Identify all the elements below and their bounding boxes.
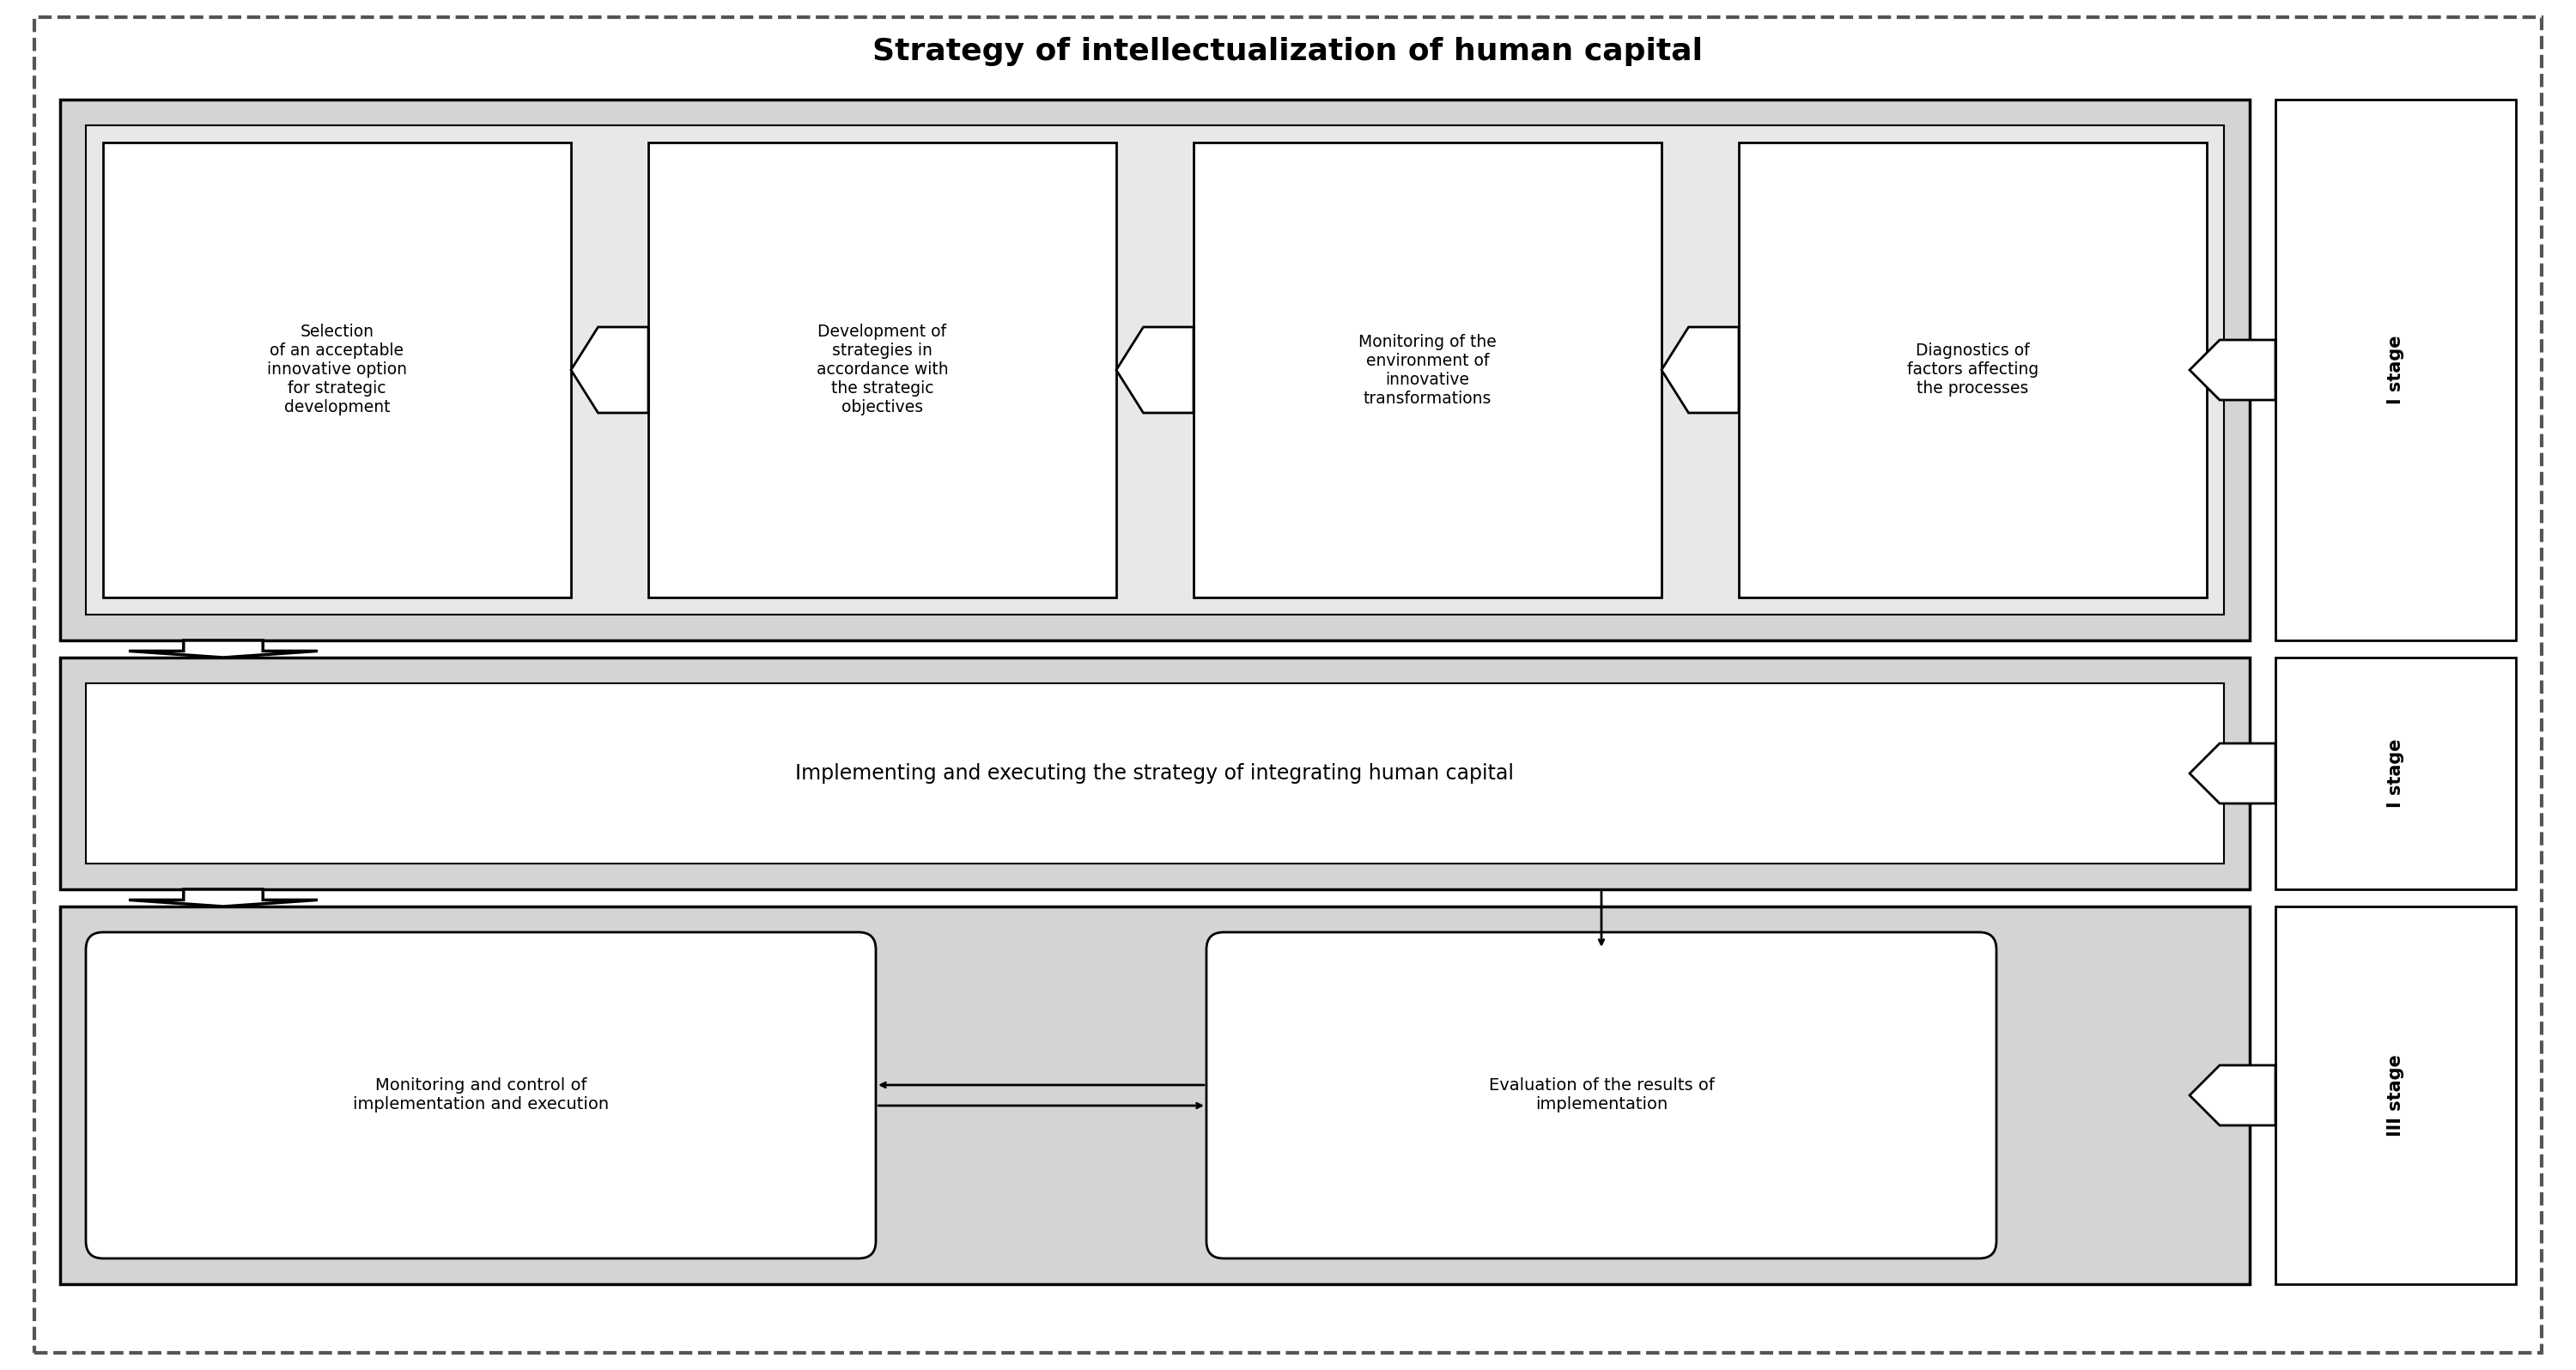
Text: Implementing and executing the strategy of integrating human capital: Implementing and executing the strategy … [796,763,1515,784]
Bar [103,142,572,597]
Text: I stage: I stage [2388,738,2403,808]
Bar [1739,142,2208,597]
Bar [59,100,2249,640]
Text: III stage: III stage [2388,1055,2403,1136]
Text: Development of
strategies in
accordance with
the strategic
objectives: Development of strategies in accordance … [817,325,948,416]
Text: Monitoring and control of
implementation and execution: Monitoring and control of implementation… [353,1078,608,1112]
FancyBboxPatch shape [85,932,876,1259]
FancyBboxPatch shape [1206,932,1996,1259]
Bar [59,907,2249,1284]
Text: I stage: I stage [2388,336,2403,404]
Polygon shape [1662,327,1739,412]
Bar [2275,658,2517,889]
Polygon shape [572,327,649,412]
Text: Monitoring of the
environment of
innovative
transformations: Monitoring of the environment of innovat… [1358,333,1497,407]
Polygon shape [2190,744,2275,803]
Bar [2275,907,2517,1284]
Bar [85,684,2223,863]
Polygon shape [2190,1066,2275,1125]
Bar [59,658,2249,889]
Polygon shape [129,889,317,907]
Text: Strategy of intellectualization of human capital: Strategy of intellectualization of human… [873,37,1703,66]
Text: Selection
of an acceptable
innovative option
for strategic
development: Selection of an acceptable innovative op… [268,325,407,416]
Bar [85,125,2223,615]
Polygon shape [129,640,317,658]
Text: Diagnostics of
factors affecting
the processes: Diagnostics of factors affecting the pro… [1906,342,2038,397]
Text: Evaluation of the results of
implementation: Evaluation of the results of implementat… [1489,1078,1713,1112]
Bar [649,142,1115,597]
Bar [2275,100,2517,640]
Polygon shape [1115,327,1193,412]
Polygon shape [2190,340,2275,400]
Bar [1193,142,1662,597]
